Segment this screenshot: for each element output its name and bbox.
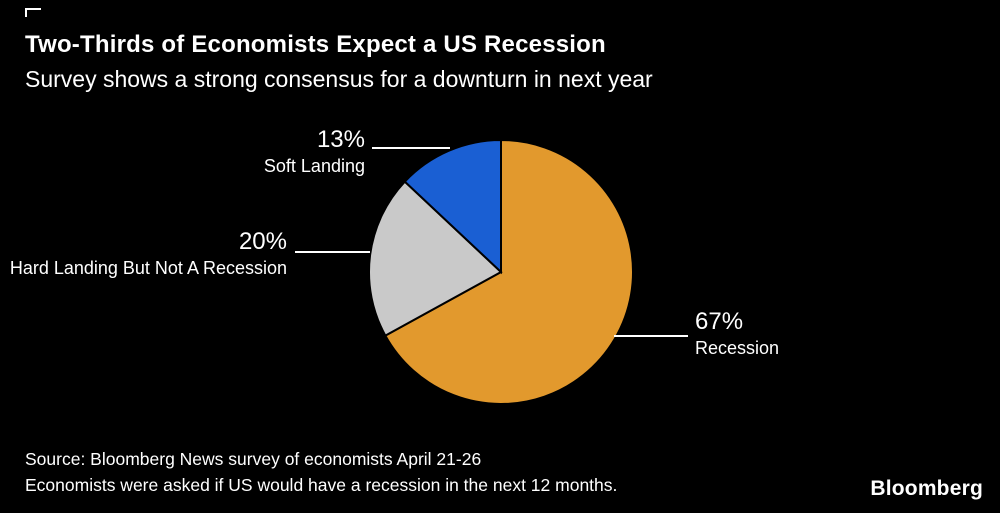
soft-landing-percent: 13% xyxy=(316,126,365,153)
callout-hard-landing: 20% Hard Landing But Not A Recession xyxy=(10,228,287,280)
leader-line-recession xyxy=(614,335,688,337)
pie-chart-svg xyxy=(368,138,634,405)
recession-percent: 67% xyxy=(695,308,744,335)
source-note: Source: Bloomberg News survey of economi… xyxy=(25,446,617,498)
callout-soft-landing: 13% Soft Landing xyxy=(264,126,365,178)
pie-slice-soft-landing xyxy=(403,138,502,275)
soft-landing-label: Soft Landing xyxy=(263,156,365,176)
hard-landing-percent: 20% xyxy=(238,228,287,255)
pie-chart xyxy=(368,138,634,405)
leader-line-hard-landing xyxy=(295,251,370,253)
corner-bracket-mark xyxy=(25,8,41,17)
leader-line-soft-landing xyxy=(372,147,450,149)
bloomberg-logo: Bloomberg xyxy=(870,477,983,500)
recession-label: Recession xyxy=(695,338,780,358)
pie-slice-recession xyxy=(383,138,634,405)
callout-recession: 67% Recession xyxy=(695,308,779,360)
source-line-1: Source: Bloomberg News survey of economi… xyxy=(25,449,482,469)
chart-title: Two-Thirds of Economists Expect a US Rec… xyxy=(25,31,606,58)
source-line-2: Economists were asked if US would have a… xyxy=(25,475,618,495)
chart-subtitle: Survey shows a strong consensus for a do… xyxy=(25,66,653,92)
pie-slice-hard-landing-but-not-a-recession xyxy=(368,180,503,337)
hard-landing-label: Hard Landing But Not A Recession xyxy=(9,258,287,278)
